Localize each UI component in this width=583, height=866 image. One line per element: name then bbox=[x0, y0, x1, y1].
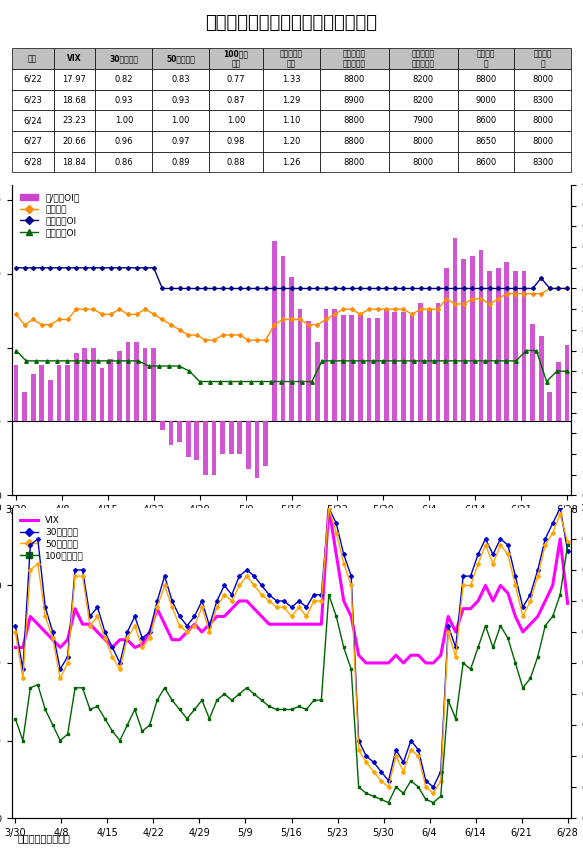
Bar bbox=[341, 315, 346, 422]
Legend: VIX, 30日百分位, 50日百分位, 100日百分位: VIX, 30日百分位, 50日百分位, 100日百分位 bbox=[16, 513, 87, 564]
Bar bbox=[496, 268, 501, 422]
Bar bbox=[547, 392, 552, 422]
Bar bbox=[280, 256, 285, 422]
Bar bbox=[203, 422, 208, 475]
Bar bbox=[246, 422, 251, 469]
Bar bbox=[186, 422, 191, 457]
Bar bbox=[392, 312, 397, 422]
Bar bbox=[13, 365, 18, 422]
Bar bbox=[22, 392, 27, 422]
Bar bbox=[306, 321, 311, 422]
Bar bbox=[48, 380, 53, 422]
Bar bbox=[255, 422, 259, 477]
Bar bbox=[332, 309, 337, 422]
Bar bbox=[57, 365, 61, 422]
Bar bbox=[358, 315, 363, 422]
Bar bbox=[31, 374, 36, 422]
Bar bbox=[418, 303, 423, 422]
Bar bbox=[289, 276, 294, 422]
Bar bbox=[410, 315, 415, 422]
Bar bbox=[565, 345, 570, 422]
Bar bbox=[143, 347, 147, 422]
Bar bbox=[125, 342, 130, 422]
Bar bbox=[91, 347, 96, 422]
Bar bbox=[220, 422, 225, 454]
Bar bbox=[522, 271, 526, 422]
Bar bbox=[134, 342, 139, 422]
Bar bbox=[212, 422, 216, 475]
Bar bbox=[237, 422, 242, 454]
Bar bbox=[504, 262, 509, 422]
Bar bbox=[384, 309, 389, 422]
Text: 選擇權波動率指數與賣買權未平倉比: 選擇權波動率指數與賣買權未平倉比 bbox=[205, 14, 378, 32]
Bar bbox=[74, 353, 79, 422]
Bar bbox=[298, 309, 303, 422]
Bar bbox=[315, 342, 319, 422]
Bar bbox=[530, 324, 535, 422]
Bar bbox=[65, 365, 70, 422]
Bar bbox=[40, 365, 44, 422]
Bar bbox=[470, 256, 475, 422]
Bar bbox=[160, 422, 165, 430]
Bar bbox=[229, 422, 234, 454]
Bar bbox=[513, 271, 518, 422]
Bar bbox=[444, 268, 449, 422]
Legend: 賣/買權OI比, 加權指數, 買權最大OI, 賣權最大OI: 賣/買權OI比, 加權指數, 買權最大OI, 賣權最大OI bbox=[16, 190, 83, 241]
Bar bbox=[194, 422, 199, 460]
Bar bbox=[375, 318, 380, 422]
Bar bbox=[461, 259, 466, 422]
Bar bbox=[152, 347, 156, 422]
Bar bbox=[349, 315, 354, 422]
Bar bbox=[324, 309, 328, 422]
Bar bbox=[479, 250, 483, 422]
Bar bbox=[100, 368, 104, 422]
Bar bbox=[117, 351, 122, 422]
Bar bbox=[82, 347, 87, 422]
Bar bbox=[168, 422, 173, 445]
Bar bbox=[539, 336, 543, 422]
Bar bbox=[401, 312, 406, 422]
Text: 統一期貨研究科製作: 統一期貨研究科製作 bbox=[17, 834, 70, 843]
Bar bbox=[264, 422, 268, 466]
Bar bbox=[108, 359, 113, 422]
Bar bbox=[453, 238, 458, 422]
Bar bbox=[487, 271, 492, 422]
Bar bbox=[367, 318, 371, 422]
Bar bbox=[556, 362, 561, 422]
Bar bbox=[427, 309, 431, 422]
Bar bbox=[177, 422, 182, 442]
Bar bbox=[272, 242, 277, 422]
Bar bbox=[436, 303, 440, 422]
